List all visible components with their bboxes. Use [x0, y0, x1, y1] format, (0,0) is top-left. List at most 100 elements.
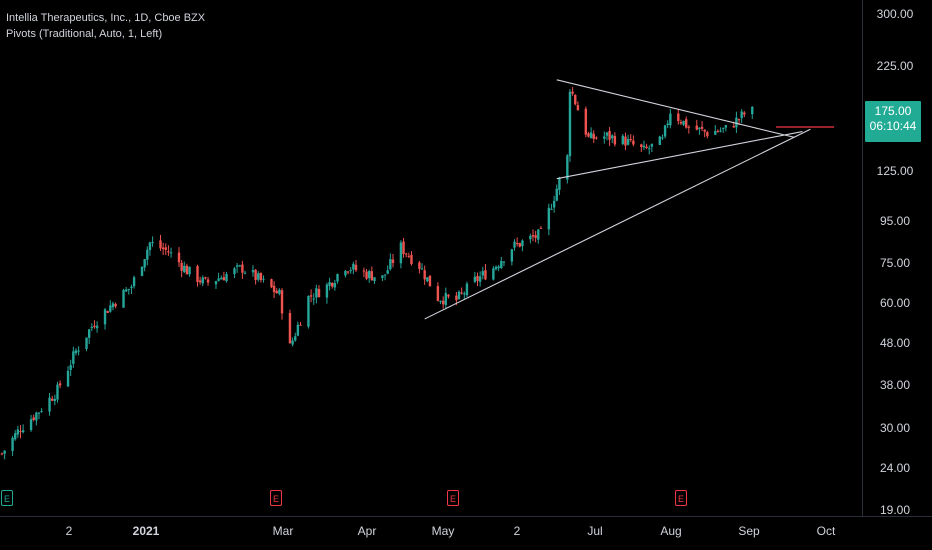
trendline-triangle-top: [556, 79, 795, 138]
price-axis[interactable]: 300.00 225.00 175.00 125.00 95.00 75.00 60.00 4…: [865, 0, 932, 550]
candle-body: [251, 270, 255, 273]
trendline-triangle-bottom: [556, 131, 803, 180]
candle-body: [233, 268, 236, 275]
candle-body: [476, 275, 479, 281]
candle-body: [243, 272, 247, 274]
candle-body: [328, 282, 331, 286]
candle-body: [373, 277, 376, 282]
candle-body: [444, 293, 448, 305]
candle-body: [629, 139, 632, 141]
candle-body: [114, 303, 117, 307]
candle-body: [262, 278, 265, 280]
time-tick-label: Aug: [660, 524, 682, 538]
candle-body: [21, 430, 25, 433]
time-tick-label: Sep: [738, 524, 760, 538]
candle-body: [613, 135, 617, 145]
candle-body: [146, 249, 149, 260]
candle-body: [270, 279, 273, 288]
candle-body: [605, 132, 609, 136]
candle-body: [661, 137, 664, 139]
time-tick-label: 2021: [132, 524, 160, 538]
candle-body: [58, 383, 62, 386]
earnings-marker-icon[interactable]: E: [447, 490, 459, 506]
candle-body: [399, 242, 403, 264]
candle-body: [663, 125, 667, 137]
earnings-marker-icon[interactable]: E: [1, 490, 13, 506]
candle-body: [368, 271, 371, 279]
candle-body: [93, 325, 96, 328]
candle-body: [299, 324, 302, 326]
candle-body: [222, 277, 226, 281]
candle-body: [159, 240, 162, 249]
candle-body: [180, 262, 183, 271]
candle-body: [167, 251, 170, 253]
candle-body: [558, 177, 561, 190]
time-tick-label: Mar: [272, 524, 294, 538]
candle-body: [111, 303, 115, 308]
candle-body: [724, 125, 728, 128]
candle-body: [161, 247, 165, 250]
candle-body: [288, 313, 292, 344]
candle-body: [53, 398, 57, 402]
candle-body: [204, 277, 207, 279]
candle-body: [626, 139, 630, 145]
candle-body: [737, 119, 741, 121]
candle-body: [529, 235, 532, 240]
candle-body: [494, 266, 498, 270]
candle-body: [278, 289, 281, 294]
candle-body: [568, 91, 572, 157]
candle-body: [552, 200, 556, 208]
candle-body: [106, 311, 109, 313]
candle-body: [669, 113, 672, 126]
candle-body: [518, 243, 521, 247]
candle-body: [307, 295, 310, 327]
price-tick-label: 125.00: [876, 164, 914, 179]
candle-body: [428, 275, 432, 287]
candle-body: [608, 130, 611, 140]
candle-body: [640, 144, 643, 148]
candle-body: [148, 242, 152, 251]
candle-body: [484, 270, 487, 280]
candle-body: [238, 265, 241, 267]
candle-body: [685, 119, 688, 128]
candle-body: [344, 270, 347, 276]
candle-body: [740, 111, 743, 119]
time-tick-label: 2: [65, 524, 73, 538]
candle-body: [309, 295, 313, 297]
candle-body: [642, 145, 646, 148]
candle-body: [14, 433, 17, 440]
candle-body: [254, 269, 257, 280]
time-tick-label: Apr: [357, 524, 377, 538]
candle-body: [354, 264, 358, 271]
price-tick-label: 95.00: [879, 213, 911, 228]
candle-body: [241, 264, 244, 273]
candle-body: [32, 417, 35, 420]
candle-body: [502, 261, 506, 263]
earnings-marker-icon[interactable]: E: [675, 490, 687, 506]
candle-body: [370, 271, 374, 281]
candle-body: [650, 143, 654, 147]
candle-body: [85, 337, 88, 349]
earnings-marker-icon[interactable]: E: [270, 490, 282, 506]
candle-body: [317, 288, 321, 298]
candle-body: [198, 280, 202, 283]
price-tick-label: 60.00: [879, 296, 911, 311]
candle-body: [719, 130, 722, 132]
candle-body: [220, 277, 223, 280]
candle-body: [455, 295, 458, 301]
candle-body: [420, 268, 424, 270]
candle-body: [555, 188, 558, 201]
candle-body: [743, 112, 746, 115]
candle-body: [658, 136, 661, 145]
candle-body: [325, 284, 329, 298]
candle-body: [90, 326, 94, 329]
candle-body: [333, 283, 337, 288]
indicator-label[interactable]: Pivots (Traditional, Auto, 1, Left): [6, 28, 163, 40]
candle-body: [447, 294, 450, 297]
candle-body: [418, 262, 421, 269]
candle-body: [169, 252, 173, 254]
candle-body: [365, 271, 368, 279]
candle-body: [391, 259, 395, 263]
candle-body: [275, 290, 278, 294]
